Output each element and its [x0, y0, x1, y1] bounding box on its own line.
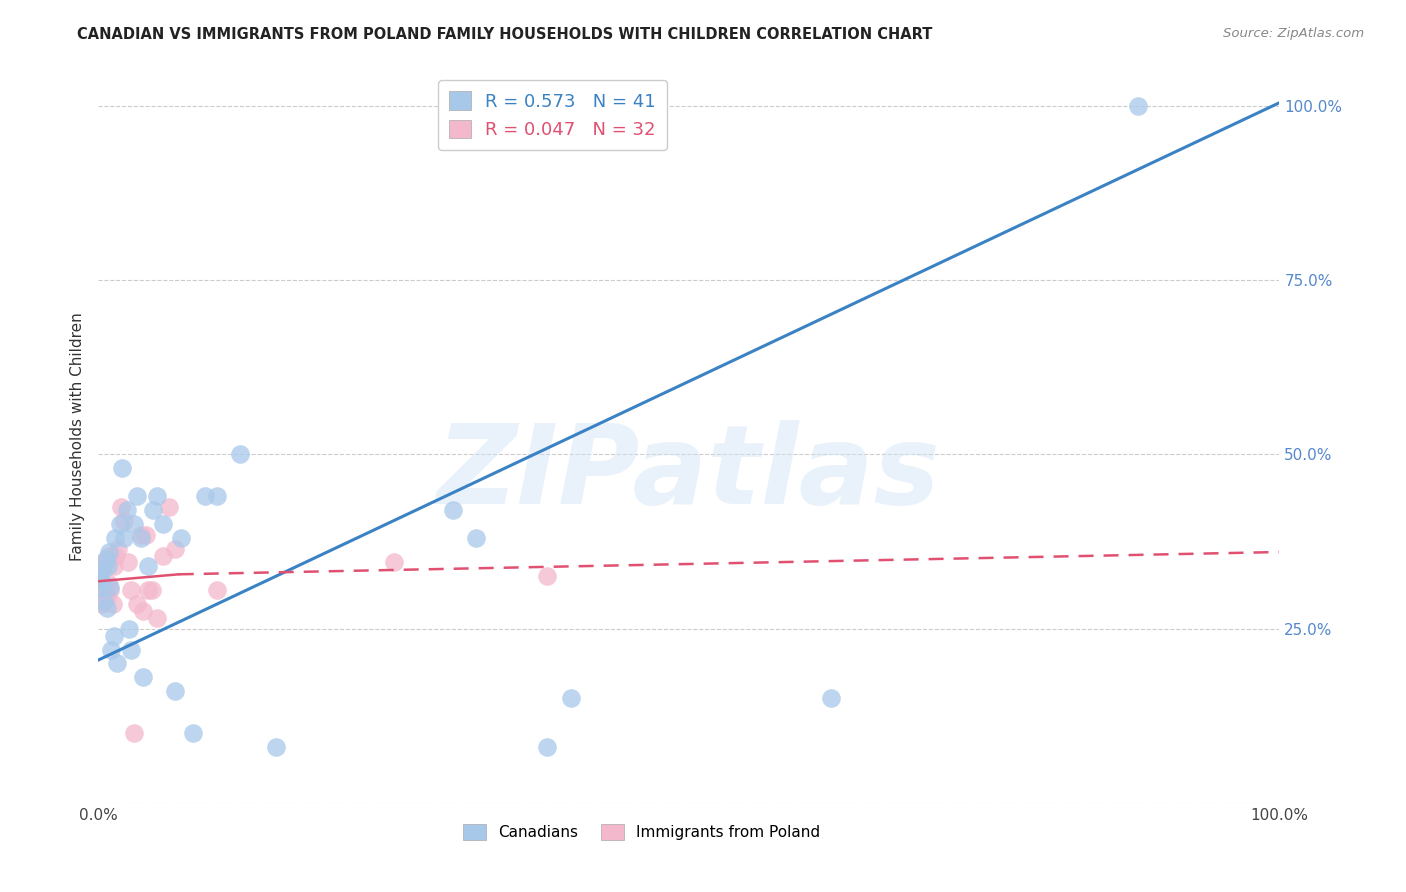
Point	[157, 500, 180, 514]
Point	[98, 549, 121, 563]
Point	[100, 642, 122, 657]
Point	[103, 629, 125, 643]
Point	[111, 461, 134, 475]
Point	[91, 597, 114, 611]
Point	[142, 503, 165, 517]
Point	[536, 569, 558, 583]
Point	[205, 583, 228, 598]
Point	[91, 580, 114, 594]
Point	[127, 597, 149, 611]
Point	[127, 489, 149, 503]
Point	[820, 691, 842, 706]
Legend: Canadians, Immigrants from Poland: Canadians, Immigrants from Poland	[457, 818, 827, 847]
Point	[98, 583, 121, 598]
Point	[90, 573, 112, 587]
Point	[264, 740, 287, 755]
Point	[194, 489, 217, 503]
Point	[132, 670, 155, 684]
Point	[117, 556, 139, 570]
Point	[107, 541, 129, 556]
Point	[104, 531, 127, 545]
Point	[382, 556, 405, 570]
Point	[89, 562, 111, 576]
Point	[560, 691, 582, 706]
Point	[112, 531, 135, 545]
Point	[122, 726, 145, 740]
Point	[118, 622, 141, 636]
Point	[170, 531, 193, 545]
Point	[165, 541, 187, 556]
Text: ZIPatlas: ZIPatlas	[437, 420, 941, 527]
Point	[103, 558, 125, 573]
Point	[122, 517, 145, 532]
Point	[205, 489, 228, 503]
Point	[152, 517, 174, 532]
Point	[98, 580, 121, 594]
Point	[112, 514, 135, 528]
Point	[91, 562, 114, 576]
Point	[136, 558, 159, 573]
Point	[129, 527, 152, 541]
Point	[105, 549, 128, 563]
Point	[165, 684, 187, 698]
Point	[152, 549, 174, 563]
Point	[181, 726, 204, 740]
Point	[115, 503, 138, 517]
Text: Source: ZipAtlas.com: Source: ZipAtlas.com	[1223, 27, 1364, 40]
Point	[91, 558, 114, 573]
Point	[229, 448, 252, 462]
Point	[98, 545, 121, 559]
Point	[97, 558, 120, 573]
Y-axis label: Family Households with Children: Family Households with Children	[69, 313, 84, 561]
Point	[536, 740, 558, 755]
Point	[110, 500, 132, 514]
Point	[96, 600, 118, 615]
Point	[136, 583, 159, 598]
Point	[93, 556, 115, 570]
Point	[97, 576, 120, 591]
Point	[146, 611, 169, 625]
Point	[129, 531, 152, 545]
Point	[101, 597, 124, 611]
Point	[93, 594, 115, 608]
Point	[1126, 99, 1149, 113]
Text: CANADIAN VS IMMIGRANTS FROM POLAND FAMILY HOUSEHOLDS WITH CHILDREN CORRELATION C: CANADIAN VS IMMIGRANTS FROM POLAND FAMIL…	[77, 27, 932, 42]
Point	[465, 531, 488, 545]
Point	[146, 489, 169, 503]
Point	[94, 583, 117, 598]
Point	[141, 583, 163, 598]
Point	[121, 583, 143, 598]
Point	[108, 517, 131, 532]
Point	[105, 657, 128, 671]
Point	[96, 591, 118, 605]
Point	[89, 566, 111, 580]
Point	[132, 604, 155, 618]
Point	[90, 576, 112, 591]
Point	[121, 642, 143, 657]
Point	[441, 503, 464, 517]
Point	[135, 527, 157, 541]
Point	[94, 552, 117, 566]
